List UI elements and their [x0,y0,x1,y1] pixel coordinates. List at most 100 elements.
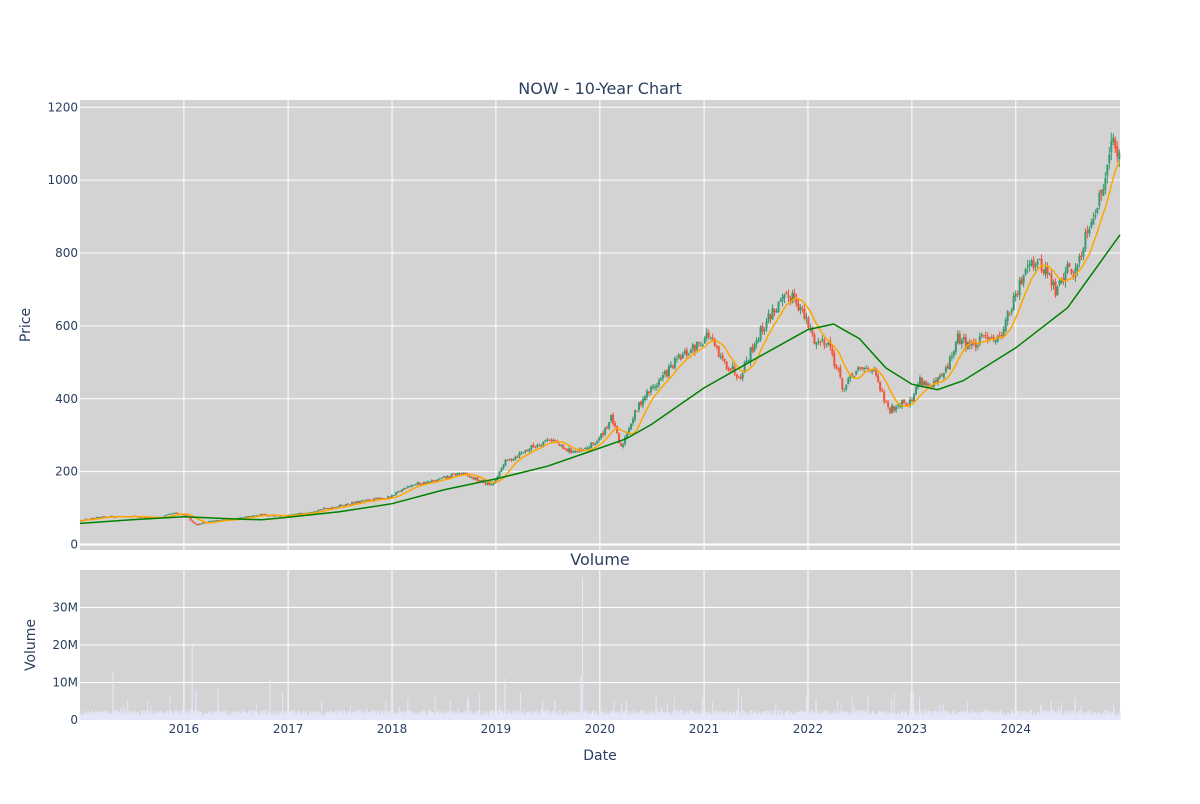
volume-bar [270,713,272,720]
volume-bar [798,712,800,720]
candle-down [444,476,447,479]
candle-down [729,368,732,371]
volume-bar [615,712,617,720]
volume-bar [625,710,627,720]
volume-bar [307,715,309,720]
volume-bar [712,702,713,720]
volume-bar [899,715,901,720]
volume-bar [477,711,479,720]
volume-bar [99,712,101,720]
volume-bar [778,710,779,720]
candle-up [253,515,256,517]
volume-bar [618,714,619,720]
volume-bar [1091,715,1093,720]
candle-up [446,476,449,479]
volume-bar [327,713,329,720]
volume-bar [677,710,679,720]
volume-bar [95,710,97,720]
candle-down [548,439,551,441]
volume-bar [720,710,722,720]
volume-bar [136,712,138,720]
volume-bar [315,714,317,720]
volume-bar [414,714,416,720]
volume-bar [456,712,458,720]
candle-down [1100,189,1103,194]
volume-bar [512,711,514,720]
volume-bar [423,714,425,720]
candle-down [693,344,696,352]
candle-down [711,337,714,339]
volume-bar [988,714,990,720]
candle-down [378,497,381,499]
candle-up [530,445,533,450]
candle-up [976,345,979,347]
volume-bar [110,713,112,720]
volume-bar [639,715,641,720]
candle-down [879,382,882,391]
volume-bar [780,710,782,720]
volume-bar [457,710,459,720]
volume-bar [1006,714,1008,720]
volume-bar [118,711,120,720]
volume-bar [907,715,909,720]
candle-down [341,504,344,506]
volume-bar [1094,711,1095,720]
volume-bar [175,709,177,720]
volume-bar [886,710,888,720]
candle-up [1092,218,1095,225]
volume-bar [1097,712,1099,720]
volume-bar [163,713,165,720]
volume-bar [607,714,609,720]
volume-bar [836,714,838,720]
candle-down [362,500,365,502]
volume-bar [711,713,713,720]
candle-up [1028,264,1031,266]
candle-down [920,377,923,386]
volume-bar [961,711,963,720]
candle-down [903,399,906,404]
volume-bar [234,710,236,720]
volume-bar [730,714,732,720]
volume-bar [938,712,939,720]
volume-bar [544,713,546,720]
volume-bar [142,710,144,720]
volume-bar [475,712,477,720]
candle-down [807,318,810,328]
volume-bar [770,715,772,720]
volume-bar [248,710,250,720]
volume-bar [455,715,457,720]
volume-bar [1114,714,1116,720]
volume-bar [401,711,403,720]
volume-bar [840,704,842,720]
volume-bar [351,712,353,720]
volume-bar [988,711,990,720]
volume-bar [840,714,842,720]
volume-bar [968,713,970,720]
volume-bar [108,714,110,720]
volume-bar [1070,710,1072,720]
volume-bar [119,708,121,720]
volume-bar [135,712,137,720]
candle-down [819,341,822,343]
volume-bar [906,713,908,720]
candle-up [552,440,555,442]
volume-bar [1037,711,1039,720]
volume-bar [172,714,174,720]
volume-bar [258,714,260,720]
volume-bar [558,710,560,720]
volume-bar [118,712,120,720]
volume-bar [301,710,303,720]
candle-down [974,341,977,348]
candle-down [841,378,844,390]
volume-bar [950,713,951,720]
volume-bar [349,711,351,720]
volume-bar [485,713,487,720]
volume-bar [274,712,276,720]
volume-bar [972,714,974,720]
volume-bar [762,711,764,720]
volume-bar [171,710,173,720]
volume-bar [372,710,373,720]
candle-up [197,523,200,526]
candle-up [542,441,545,446]
candle-up [1064,271,1067,282]
